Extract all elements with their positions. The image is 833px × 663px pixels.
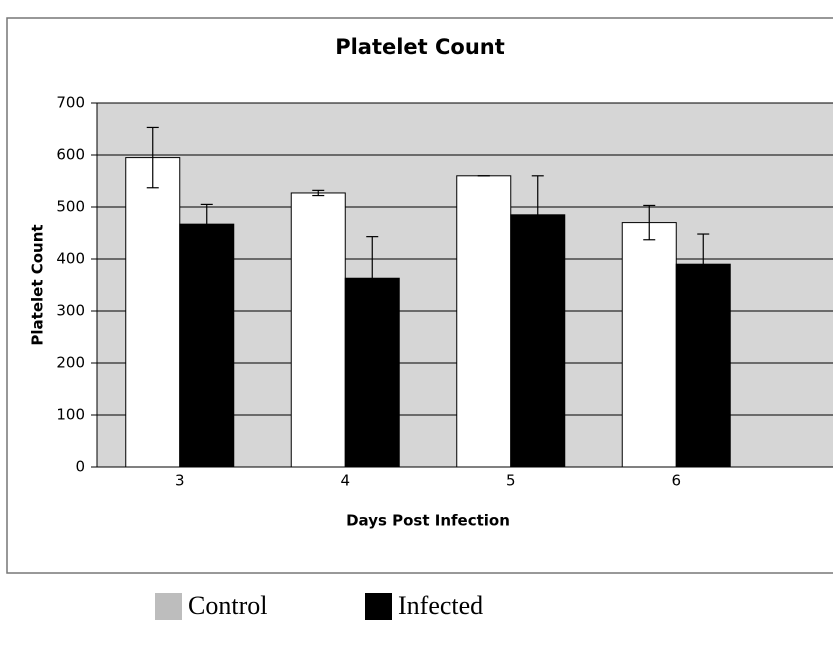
y-tick-label: 200 — [56, 354, 85, 372]
bar — [290, 192, 346, 468]
y-tick-label: 700 — [56, 94, 85, 112]
legend-label: Control — [188, 591, 267, 620]
x-axis-label: Days Post Infection — [346, 512, 510, 530]
bar — [125, 157, 181, 468]
bar — [179, 223, 235, 468]
y-tick-label: 400 — [56, 250, 85, 268]
y-tick-label: 300 — [56, 302, 85, 320]
x-tick-label: 6 — [671, 472, 681, 490]
bar — [675, 263, 731, 468]
bar — [621, 222, 677, 468]
legend-swatch — [155, 593, 182, 620]
y-tick-label: 600 — [56, 146, 85, 164]
bar — [344, 277, 400, 468]
bar — [456, 175, 512, 468]
chart-title: Platelet Count — [335, 35, 505, 59]
x-tick-label: 4 — [340, 472, 350, 490]
bar — [510, 214, 566, 468]
y-tick-label: 0 — [75, 458, 85, 476]
y-tick-label: 500 — [56, 198, 85, 216]
y-tick-label: 100 — [56, 406, 85, 424]
y-axis-label: Platelet Count — [29, 224, 47, 345]
legend-swatch — [365, 593, 392, 620]
x-tick-label: 3 — [175, 472, 185, 490]
legend-label: Infected — [398, 591, 483, 620]
x-tick-label: 5 — [506, 472, 516, 490]
